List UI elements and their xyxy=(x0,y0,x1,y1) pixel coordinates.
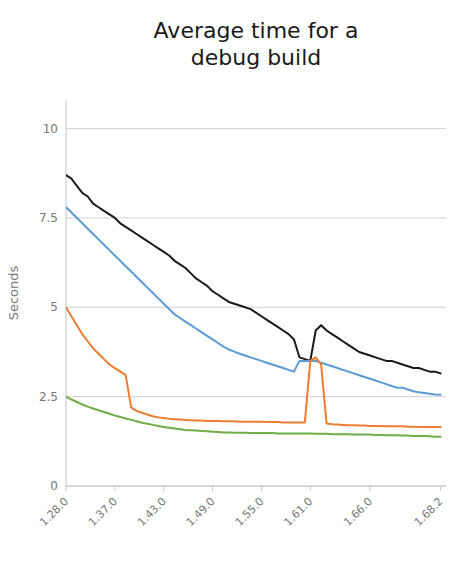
grid-line xyxy=(66,128,446,129)
background xyxy=(0,0,468,572)
plot-area xyxy=(66,175,441,437)
grid-line xyxy=(66,307,446,308)
x-tick xyxy=(212,486,213,491)
y-tick-label: 10 xyxy=(43,122,58,136)
x-tick-label: 1.28.0 xyxy=(37,495,71,529)
x-tick xyxy=(310,486,311,491)
grid-line xyxy=(66,217,446,218)
chart: Average time for adebug build 0 2.5 5 7.5 10 S… xyxy=(0,0,468,572)
y-tick-label: 5 xyxy=(50,300,58,314)
series-line xyxy=(66,175,441,373)
x-tick xyxy=(440,486,441,491)
x-tick-label: 1.55.0 xyxy=(233,495,267,529)
y-label: Seconds xyxy=(6,265,21,320)
x-tick-label: 1.66.0 xyxy=(341,495,375,529)
x-tick xyxy=(370,486,371,491)
x-tick-label: 1.61.0 xyxy=(281,495,315,529)
x-tick xyxy=(66,486,67,491)
series-line xyxy=(66,397,441,437)
y-tick-label: 2.5 xyxy=(39,390,58,404)
x-tick-label: 1.43.0 xyxy=(135,495,169,529)
y-tick-label: 7.5 xyxy=(39,211,58,225)
grid-line xyxy=(66,486,446,487)
x-tick xyxy=(114,486,115,491)
series-line xyxy=(66,307,441,427)
title: Average time for adebug build xyxy=(154,18,359,70)
y-axis xyxy=(66,100,67,486)
x-tick-label: 1.68.2 xyxy=(412,495,446,529)
x-tick xyxy=(261,486,262,491)
grid xyxy=(66,129,446,486)
grid-line xyxy=(66,396,446,397)
x-tick-label: 1.37.0 xyxy=(86,495,120,529)
x-tick-label: 1.49.0 xyxy=(184,495,218,529)
x-axis xyxy=(66,486,446,487)
x-tick xyxy=(163,486,164,491)
y-tick-label: 0 xyxy=(50,479,58,493)
series-line xyxy=(66,207,441,395)
